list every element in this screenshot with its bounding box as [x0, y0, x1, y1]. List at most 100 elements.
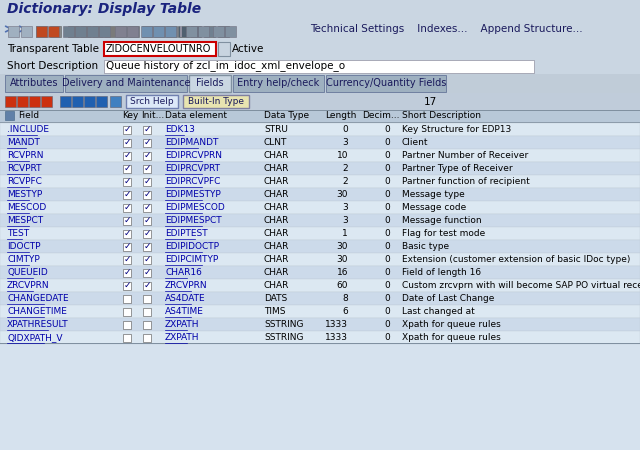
Bar: [143, 203, 151, 212]
Bar: [0, 74, 640, 93]
Text: Attributes: Attributes: [10, 78, 58, 88]
Bar: [0, 110, 640, 111]
Bar: [104, 60, 534, 73]
Text: CHANGEDATE: CHANGEDATE: [7, 294, 68, 303]
Text: ✓: ✓: [124, 216, 131, 225]
Bar: [0, 214, 640, 227]
Text: TEST: TEST: [7, 229, 29, 238]
Bar: [36, 26, 47, 37]
Bar: [123, 269, 131, 276]
Text: Xpath for queue rules: Xpath for queue rules: [402, 333, 500, 342]
Bar: [123, 243, 131, 251]
Text: 1333: 1333: [325, 320, 348, 329]
Text: ✓: ✓: [124, 203, 131, 212]
Bar: [5, 75, 63, 92]
Bar: [225, 26, 236, 37]
Text: CHANGETIME: CHANGETIME: [7, 307, 67, 316]
Bar: [123, 152, 131, 159]
Text: 0: 0: [384, 138, 390, 147]
Bar: [165, 26, 176, 37]
Bar: [123, 190, 131, 198]
Text: 6: 6: [342, 307, 348, 316]
Text: Message type: Message type: [402, 190, 465, 199]
Text: MESTYP: MESTYP: [7, 190, 42, 199]
Text: IDOCTP: IDOCTP: [7, 242, 40, 251]
Text: Field: Field: [18, 112, 39, 121]
Text: Fields: Fields: [196, 78, 224, 88]
Bar: [72, 96, 83, 107]
Bar: [92, 26, 103, 37]
Bar: [0, 123, 640, 136]
Bar: [123, 165, 131, 172]
Text: ✓: ✓: [144, 177, 152, 186]
Bar: [0, 18, 640, 40]
Bar: [99, 26, 110, 37]
Text: CHAR: CHAR: [264, 190, 289, 199]
Text: 1: 1: [342, 229, 348, 238]
Text: Transparent Table: Transparent Table: [7, 44, 99, 54]
Text: Partner function of recipient: Partner function of recipient: [402, 177, 530, 186]
Bar: [65, 75, 187, 92]
Text: CLNT: CLNT: [264, 138, 287, 147]
Text: Date of Last Change: Date of Last Change: [402, 294, 494, 303]
Text: ZIDOCENVELOUTNRO: ZIDOCENVELOUTNRO: [106, 44, 211, 54]
Bar: [143, 320, 151, 328]
Text: DATS: DATS: [264, 294, 287, 303]
Text: ✓: ✓: [144, 190, 152, 199]
Text: ✓: ✓: [144, 125, 152, 134]
Bar: [63, 26, 74, 37]
Text: CHAR: CHAR: [264, 268, 289, 277]
Text: 0: 0: [342, 125, 348, 134]
Text: Currency/Quantity Fields: Currency/Quantity Fields: [326, 78, 446, 88]
Text: MESCOD: MESCOD: [7, 203, 46, 212]
Text: TIMS: TIMS: [264, 307, 285, 316]
Text: Message function: Message function: [402, 216, 482, 225]
Text: Extension (customer extension of basic IDoc type): Extension (customer extension of basic I…: [402, 255, 630, 264]
Text: RCVPRN: RCVPRN: [7, 151, 44, 160]
Bar: [233, 75, 324, 92]
Bar: [0, 240, 640, 253]
Bar: [41, 96, 52, 107]
Bar: [143, 216, 151, 225]
Text: Srch Help: Srch Help: [130, 98, 174, 107]
Text: EDIPIDOCTP: EDIPIDOCTP: [165, 242, 219, 251]
Bar: [213, 26, 224, 37]
Text: 0: 0: [384, 190, 390, 199]
Text: 2: 2: [342, 177, 348, 186]
Text: ✓: ✓: [144, 203, 152, 212]
Bar: [123, 333, 131, 342]
Text: Flag for test mode: Flag for test mode: [402, 229, 485, 238]
Text: .INCLUDE: .INCLUDE: [7, 125, 49, 134]
Text: Active: Active: [232, 44, 264, 54]
Bar: [50, 26, 61, 37]
Bar: [36, 26, 47, 37]
Bar: [123, 320, 131, 328]
Text: ✓: ✓: [124, 229, 131, 238]
Bar: [143, 282, 151, 289]
Bar: [128, 26, 139, 37]
Bar: [154, 26, 165, 37]
Bar: [104, 26, 115, 37]
Bar: [166, 26, 177, 37]
Text: 0: 0: [384, 281, 390, 290]
Text: EDIPMANDT: EDIPMANDT: [165, 138, 218, 147]
Bar: [186, 26, 197, 37]
Text: CHAR: CHAR: [264, 281, 289, 290]
Bar: [141, 26, 152, 37]
Text: 3: 3: [342, 138, 348, 147]
Text: 0: 0: [384, 268, 390, 277]
Text: 2: 2: [342, 164, 348, 173]
Bar: [0, 93, 640, 110]
Bar: [0, 227, 640, 240]
Text: CHAR: CHAR: [264, 151, 289, 160]
Bar: [143, 230, 151, 238]
Bar: [218, 42, 230, 56]
Text: CHAR: CHAR: [264, 229, 289, 238]
Text: EDIPRCVPFC: EDIPRCVPFC: [165, 177, 220, 186]
Bar: [0, 40, 640, 57]
Bar: [190, 26, 201, 37]
Text: EDK13: EDK13: [165, 125, 195, 134]
Bar: [143, 126, 151, 134]
Bar: [126, 95, 178, 108]
Bar: [123, 294, 131, 302]
